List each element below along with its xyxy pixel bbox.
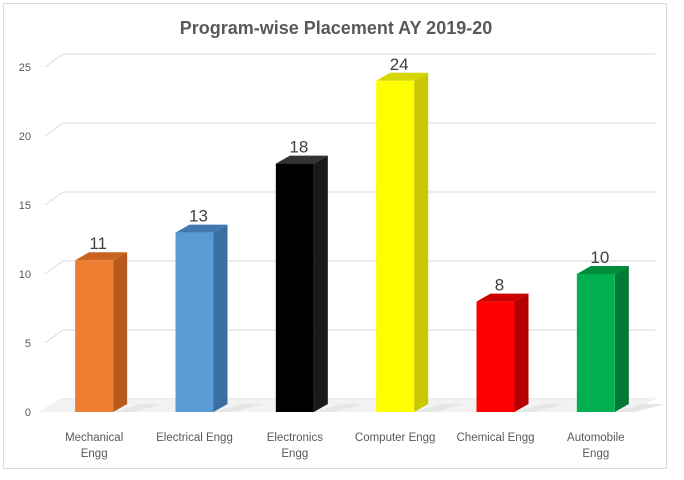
- bar-top: [576, 266, 629, 274]
- x-category-label: Electronics: [267, 432, 323, 444]
- bar-shadow: [414, 404, 465, 412]
- bar: [275, 163, 314, 412]
- x-category-label: Engg: [281, 448, 308, 460]
- bar-side: [213, 224, 228, 412]
- bar: [75, 260, 114, 412]
- x-category-label: Automobile: [567, 432, 625, 444]
- x-category-label: Computer Engg: [355, 432, 436, 444]
- bar-side: [414, 72, 429, 413]
- y-tick-label: 0: [25, 407, 31, 419]
- gridline-diag: [44, 122, 64, 137]
- x-category-label: Engg: [582, 448, 609, 460]
- bar-top: [376, 72, 429, 81]
- gridline-diag: [44, 53, 64, 68]
- bar-top: [75, 252, 128, 261]
- x-category-label: Chemical Engg: [457, 432, 535, 444]
- x-category-label: Electrical Engg: [156, 432, 233, 444]
- x-category-label: Mechanical: [65, 432, 123, 444]
- data-label: 24: [390, 55, 409, 74]
- bar: [175, 232, 214, 412]
- y-tick-label: 5: [25, 338, 31, 350]
- y-tick-label: 25: [19, 62, 31, 74]
- bar-top: [476, 293, 529, 302]
- bar: [376, 80, 415, 413]
- data-label: 10: [590, 248, 609, 267]
- data-label: 18: [289, 138, 308, 157]
- bar: [576, 274, 615, 412]
- data-label: 13: [189, 207, 208, 226]
- bar: [476, 301, 515, 412]
- data-label: 8: [495, 276, 504, 295]
- bar-side: [514, 293, 529, 412]
- y-tick-label: 20: [19, 131, 31, 143]
- bar-side: [113, 252, 128, 412]
- bar-shadow: [113, 404, 164, 412]
- data-label: 11: [89, 234, 107, 253]
- y-tick-label: 10: [19, 269, 31, 281]
- gridline-diag: [44, 260, 64, 275]
- bar-top: [175, 224, 228, 233]
- bar-top: [275, 155, 328, 164]
- gridline-diag: [44, 191, 64, 206]
- gridline-diag: [44, 329, 64, 344]
- bar-shadow: [213, 404, 264, 412]
- bar-side: [614, 266, 629, 412]
- bar-shadow: [313, 404, 364, 412]
- bar-shadow: [614, 404, 665, 412]
- bar-shadow: [514, 404, 565, 412]
- y-tick-label: 15: [19, 200, 31, 212]
- x-category-label: Engg: [81, 448, 108, 460]
- chart-title: Program-wise Placement AY 2019-20: [179, 18, 493, 38]
- bar-side: [313, 155, 328, 412]
